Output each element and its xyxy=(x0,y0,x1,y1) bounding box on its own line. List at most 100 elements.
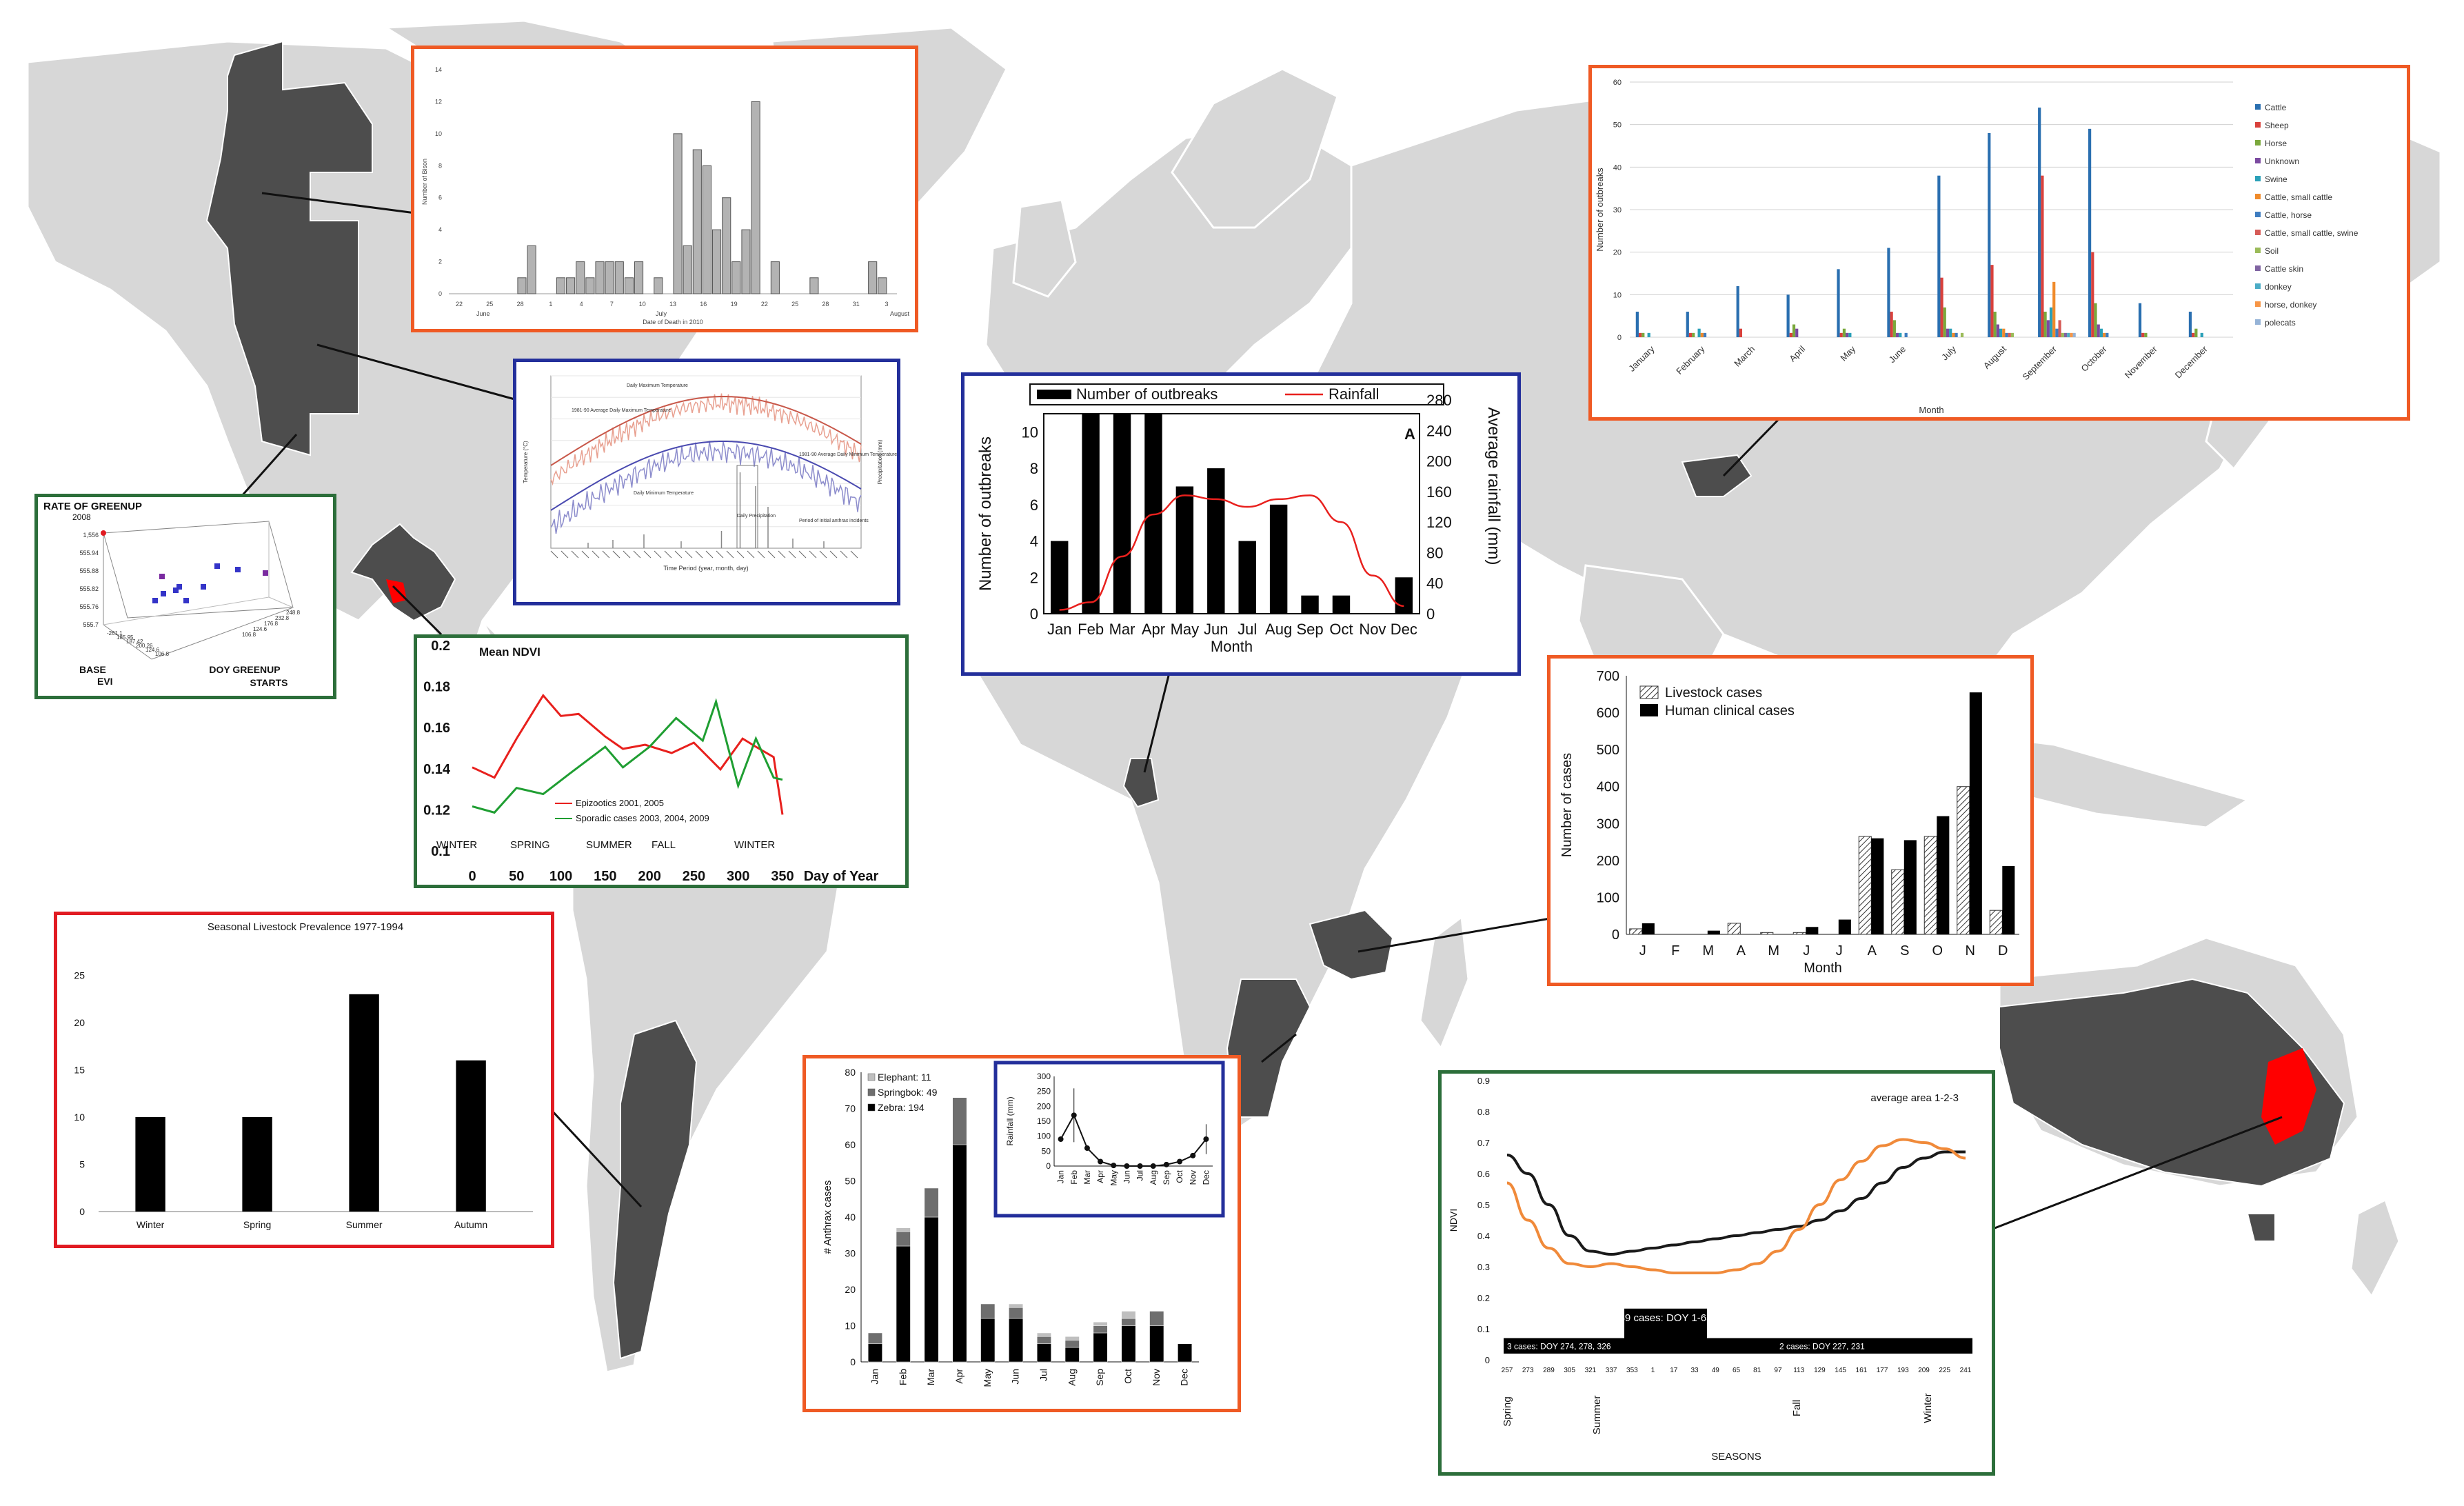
europe-species-panel: 60 50 40 30 20 10 0 January February March April Ma… xyxy=(1588,65,2410,421)
z-tick-label: 1,556 xyxy=(83,532,99,539)
bar-livestock xyxy=(1891,869,1905,935)
anthrax-period-box xyxy=(736,465,758,549)
bar xyxy=(2055,328,2059,337)
y-tick-label: 80 xyxy=(845,1067,856,1078)
inset-x-tick-label: Jan xyxy=(1056,1170,1066,1183)
stacked-bar-segment xyxy=(1178,1343,1193,1363)
bar xyxy=(1175,486,1194,614)
bar-human xyxy=(1838,919,1851,934)
legend-swatch xyxy=(2255,140,2261,145)
y-tick-label: 0.6 xyxy=(1477,1169,1490,1179)
connector-line xyxy=(392,585,443,636)
x-axis-title-2: EVI xyxy=(97,676,113,687)
series-line xyxy=(550,393,862,486)
bar xyxy=(1955,332,1958,337)
x-axis-title: Month xyxy=(1211,638,1253,655)
outbreaks-rainfall-chart: Number of outbreaks Rainfall 10 8 6 4 2 0 280 240… xyxy=(976,383,1503,655)
bar xyxy=(1848,332,1852,337)
temperature-precipitation-panel: Daily Maximum Temperature 1981-90 Average… xyxy=(513,359,900,605)
bar xyxy=(809,277,819,294)
y-tick-label: 0.16 xyxy=(423,721,450,736)
x-tick-mark xyxy=(747,550,755,559)
month-label: August xyxy=(890,310,910,317)
y-tick-label: 20 xyxy=(845,1284,856,1295)
zambia xyxy=(1309,909,1394,981)
bar xyxy=(1996,324,1999,337)
bar xyxy=(722,197,731,294)
x-tick-label: 22 xyxy=(456,301,463,308)
canada-dark-region xyxy=(205,40,373,456)
bar xyxy=(2046,320,2050,337)
y-axis-title: Temperature (°C) xyxy=(523,441,529,483)
y-tick-label: 400 xyxy=(1597,780,1619,795)
argentina xyxy=(612,1019,698,1360)
legend-label: Number of outbreaks xyxy=(1076,385,1218,403)
y-tick-label: 50 xyxy=(1613,121,1622,130)
bar xyxy=(2094,303,2097,337)
inset-x-tick-label: Nov xyxy=(1188,1170,1198,1185)
bar xyxy=(2063,332,2068,337)
x-tick-label: 31 xyxy=(853,301,860,308)
chart-title: average area 1-2-3 xyxy=(1870,1092,1959,1104)
x-tick-mark xyxy=(778,550,786,559)
bar xyxy=(624,277,634,294)
y-tick-label: 25 xyxy=(74,970,85,981)
x-tick-mark xyxy=(561,550,569,559)
x-tick-label: May xyxy=(1838,343,1857,363)
y-tick-label: 0.5 xyxy=(1477,1200,1490,1210)
x-tick-label: 65 xyxy=(1733,1367,1741,1374)
x-tick-label: 300 xyxy=(727,869,749,884)
connector-line xyxy=(316,343,518,401)
x-tick-mark xyxy=(788,550,796,559)
bar xyxy=(1703,332,1707,337)
y-tick-label: 30 xyxy=(1613,206,1622,214)
x-tick-label: N xyxy=(1966,943,1975,958)
x-tick-label: Jun xyxy=(1010,1369,1021,1385)
bar xyxy=(1332,595,1351,614)
bar xyxy=(1842,328,1846,337)
bar xyxy=(1700,332,1704,337)
stacked-bar-segment xyxy=(867,1343,882,1363)
panel-label: A xyxy=(1404,425,1415,443)
z-tick-label: 555.76 xyxy=(79,603,99,610)
bar xyxy=(585,277,595,294)
x-tick-label: Oct xyxy=(1329,621,1353,638)
y-axis-title: # Anthrax cases xyxy=(822,1181,834,1254)
y-axis-title: DOY GREENUP xyxy=(209,664,280,675)
bar xyxy=(751,101,760,294)
x-tick-label: Spring xyxy=(243,1219,271,1230)
x-tick-label: Summer xyxy=(346,1219,383,1230)
box-edge xyxy=(268,596,294,608)
x-tick-label: Jun xyxy=(1204,621,1228,638)
chart-title: Seasonal Livestock Prevalence 1977-1994 xyxy=(208,921,403,933)
bar xyxy=(673,133,683,294)
inset-x-tick-label: Mar xyxy=(1082,1170,1092,1185)
x-tick-mark xyxy=(736,550,745,559)
new-zealand xyxy=(2350,1198,2401,1298)
y-tick-label: 0 xyxy=(1030,605,1038,623)
annotation-label: Daily Maximum Temperature xyxy=(627,383,688,388)
y-tick-label: 20 xyxy=(1613,249,1622,257)
bar xyxy=(1269,504,1288,614)
bar xyxy=(1960,332,1964,337)
x-tick-label: 106.8 xyxy=(155,651,170,657)
y-axis-title-right: Precipitation (mm) xyxy=(877,439,883,484)
stacked-bar-segment xyxy=(1064,1336,1080,1341)
y-tick-label: 106.8 xyxy=(242,632,256,638)
bar xyxy=(634,261,644,294)
max-point xyxy=(101,530,106,536)
legend-swatch xyxy=(2255,194,2261,199)
x-tick-label: 305 xyxy=(1564,1367,1575,1374)
inset-point xyxy=(1177,1158,1183,1165)
y-tick-label: 248.8 xyxy=(286,610,301,616)
scatter-point xyxy=(159,574,165,579)
stacked-bar-segment xyxy=(1009,1318,1024,1363)
ndvi-line xyxy=(1506,1138,1966,1274)
stacked-bar-segment xyxy=(1036,1343,1051,1363)
bar xyxy=(878,277,887,294)
x-tick-label: 193 xyxy=(1897,1367,1909,1374)
bar xyxy=(1795,328,1799,337)
scatter-point xyxy=(235,567,241,572)
x-tick-mark xyxy=(695,550,703,559)
stacked-bar-segment xyxy=(896,1245,911,1363)
